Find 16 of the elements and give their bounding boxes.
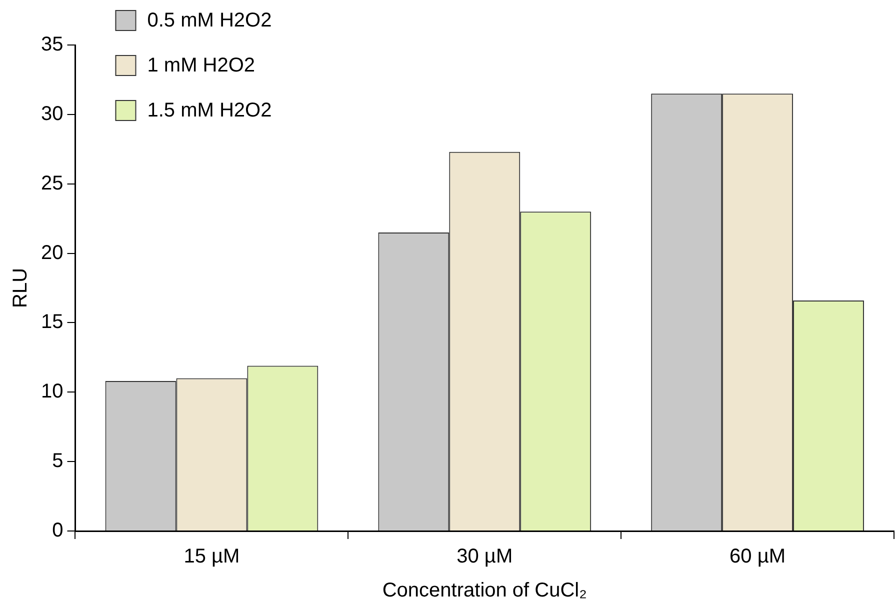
x-tick-label: 60 µM	[730, 546, 786, 568]
y-tick-label: 15	[40, 311, 64, 334]
legend-label: 1.5 mM H2O2	[147, 100, 272, 122]
x-tick-label: 15 µM	[184, 546, 240, 568]
y-axis-title: RLU	[10, 268, 32, 308]
y-tick-label: 10	[40, 380, 64, 403]
x-axis-title: Concentration of CuCl₂	[382, 580, 587, 602]
y-tick-label: 35	[40, 34, 64, 56]
y-tick-label: 5	[52, 450, 64, 472]
y-tick-label: 0	[52, 520, 64, 542]
y-tick-label: 30	[40, 102, 64, 125]
y-tick-label: 25	[40, 172, 64, 194]
legend-label: 1 mM H2O2	[147, 54, 256, 77]
legend-label: 0.5 mM H2O2	[147, 10, 272, 32]
x-tick-label: 30 µM	[456, 546, 513, 568]
y-tick-label: 20	[40, 242, 64, 264]
